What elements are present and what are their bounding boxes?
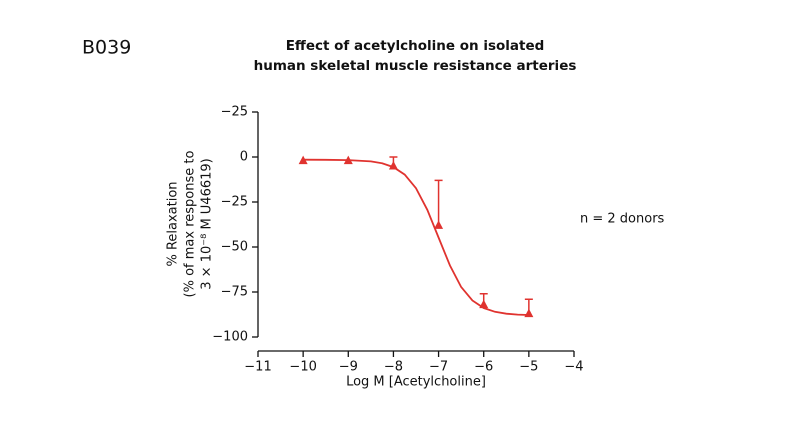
- error-bar: [434, 179, 443, 226]
- data-point: [298, 155, 308, 165]
- data-point: [434, 220, 444, 229]
- x-tick-label: −5: [519, 360, 538, 375]
- y-axis-label-line: % Relaxation: [166, 181, 181, 266]
- y-tick-label: −25: [221, 105, 248, 120]
- x-tick-label: −4: [564, 360, 583, 375]
- data-point: [479, 299, 489, 309]
- x-tick-label: −8: [384, 360, 403, 375]
- chart-title: Effect of acetylcholine on isolated: [286, 38, 545, 54]
- y-tick-label: −50: [221, 240, 248, 255]
- data-point: [343, 155, 353, 165]
- y-tick-label: −25: [221, 195, 248, 210]
- x-tick-label: −6: [474, 360, 493, 375]
- x-tick-label: −7: [429, 360, 448, 375]
- y-tick-label: −75: [221, 285, 248, 300]
- annotation: n = 2 donors: [580, 212, 665, 227]
- y-axis-label-line: (% of max response to: [183, 151, 198, 298]
- y-tick-label: −100: [212, 330, 248, 345]
- y-tick-label: 0: [240, 150, 248, 165]
- x-tick-label: −10: [289, 360, 316, 375]
- y-axis-label-line: 3 × 10⁻⁸ M U46619): [200, 158, 215, 289]
- y-axis-label: % Relaxation (% of max response to 3 × 1…: [166, 151, 215, 298]
- data-point: [388, 161, 398, 170]
- data-point: [524, 308, 534, 318]
- chart-title: human skeletal muscle resistance arterie…: [254, 58, 577, 74]
- fit-curve: [303, 158, 529, 316]
- x-tick-label: −11: [244, 360, 271, 375]
- x-tick-label: −9: [339, 360, 358, 375]
- x-axis-label: Log M [Acetylcholine]: [346, 375, 486, 390]
- panel-label: B039: [82, 37, 131, 59]
